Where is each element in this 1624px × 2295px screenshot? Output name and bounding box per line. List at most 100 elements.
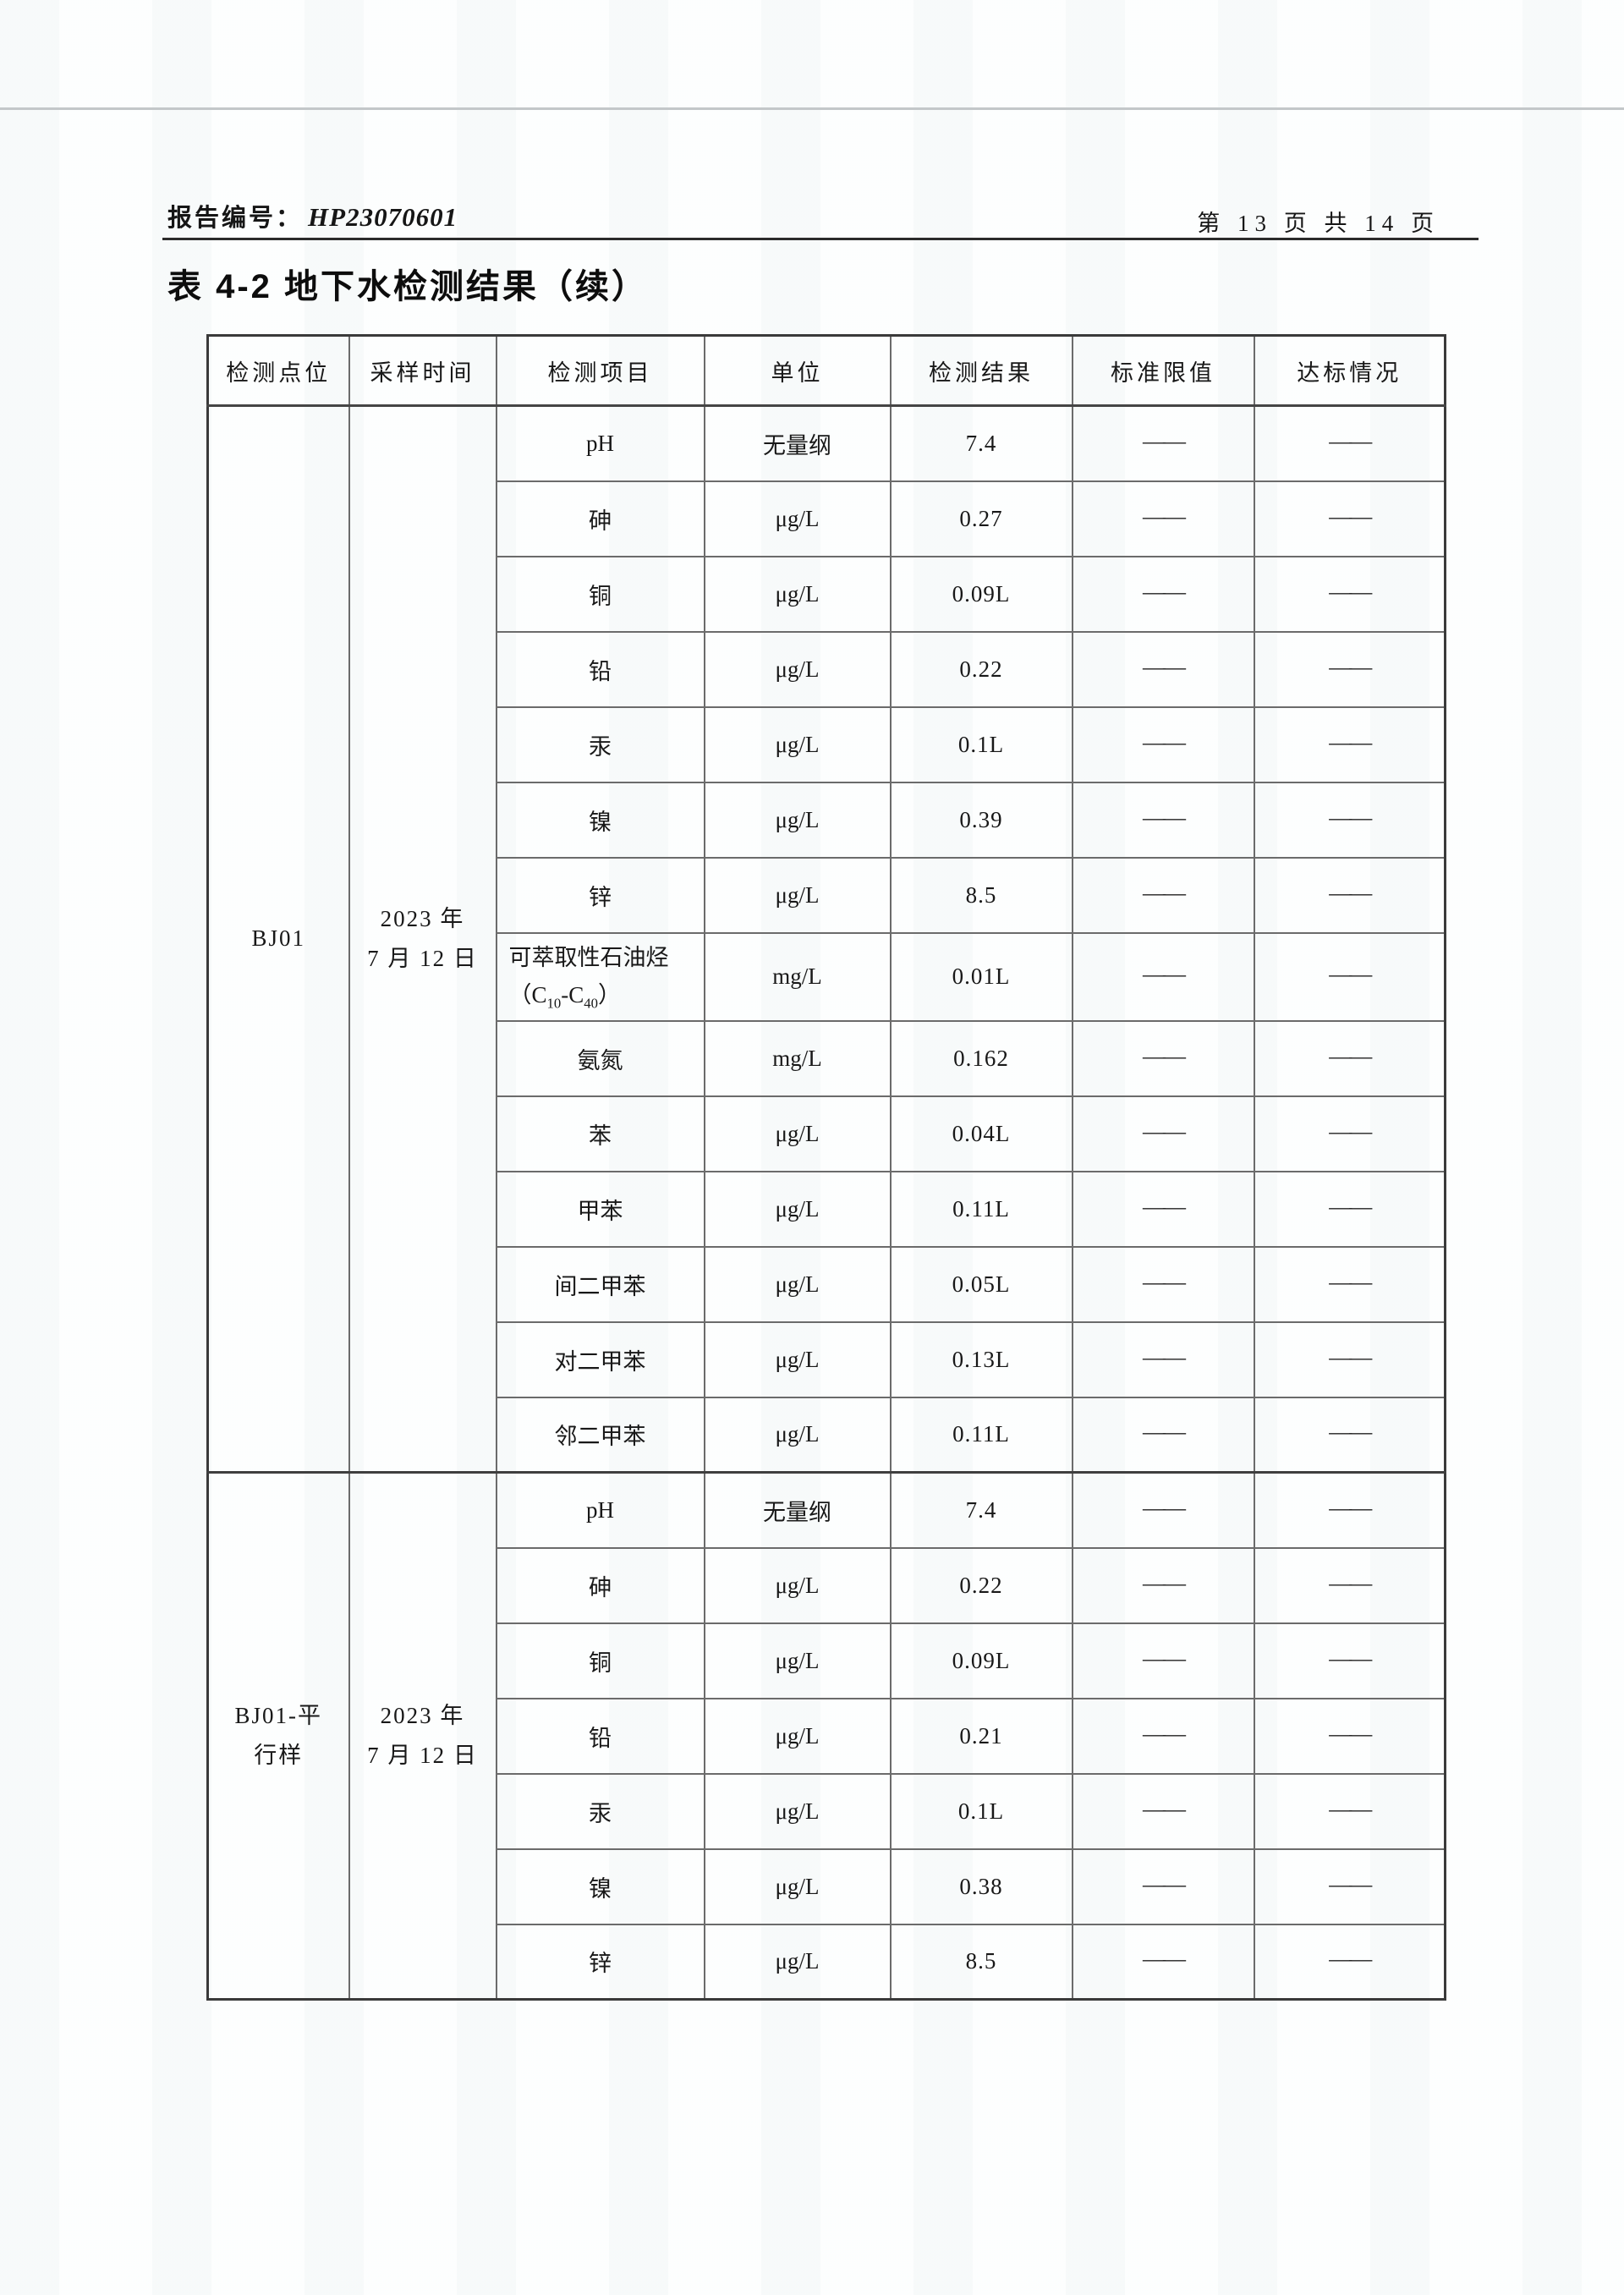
status-cell: —— — [1253, 931, 1446, 1022]
limit-dash: —— — [1143, 1644, 1186, 1671]
column-header: 检测项目 — [495, 334, 705, 407]
item-cell: 砷 — [495, 480, 705, 557]
status-cell: —— — [1253, 1245, 1446, 1323]
status-dash: —— — [1329, 1569, 1372, 1595]
unit-cell: mg/L — [703, 931, 892, 1022]
result-cell: 0.21 — [889, 1697, 1073, 1775]
report-number-label: 报告编号： — [167, 205, 304, 232]
unit-cell: μg/L — [703, 1546, 892, 1624]
unit-cell: μg/L — [703, 1396, 892, 1474]
status-cell: —— — [1253, 480, 1446, 557]
unit-cell: μg/L — [703, 1923, 892, 2001]
status-cell: —— — [1253, 1923, 1446, 2001]
result-cell: 0.162 — [889, 1019, 1073, 1097]
result-cell: 0.22 — [889, 1546, 1073, 1624]
table-row: 锌 μg/L 8.5 —— —— — [208, 856, 1446, 934]
status-dash: —— — [1329, 1419, 1372, 1445]
column-header: 达标情况 — [1253, 334, 1446, 407]
status-dash: —— — [1329, 1343, 1372, 1370]
status-dash: —— — [1329, 804, 1372, 830]
table-row: 锌 μg/L 8.5 —— —— — [208, 1923, 1446, 2001]
item-cell: pH — [495, 404, 705, 482]
unit-cell: μg/L — [703, 1697, 892, 1775]
status-cell: —— — [1253, 1095, 1446, 1172]
status-dash: —— — [1329, 653, 1372, 679]
status-cell: —— — [1253, 1396, 1446, 1474]
item-cell: 间二甲苯 — [495, 1245, 705, 1323]
report-number-value: HP23070601 — [308, 202, 458, 232]
unit-cell: μg/L — [703, 706, 892, 783]
status-cell: —— — [1253, 706, 1446, 783]
item-cell: 邻二甲苯 — [495, 1396, 705, 1474]
limit-cell: —— — [1071, 1923, 1255, 2001]
limit-dash: —— — [1143, 1946, 1186, 1972]
item-cell: 铅 — [495, 630, 705, 708]
result-cell: 0.22 — [889, 630, 1073, 708]
limit-cell: —— — [1071, 630, 1255, 708]
status-cell: —— — [1253, 1622, 1446, 1699]
unit-cell: μg/L — [703, 1170, 892, 1248]
limit-dash: —— — [1143, 1870, 1186, 1897]
unit-cell: 无量纲 — [703, 1471, 892, 1549]
column-header: 标准限值 — [1071, 334, 1255, 407]
status-cell: —— — [1253, 1772, 1446, 1850]
table-title: 表 4-2 地下水检测结果（续） — [167, 268, 649, 305]
result-cell: 0.1L — [889, 1772, 1073, 1850]
table-row: 间二甲苯 μg/L 0.05L —— —— — [208, 1245, 1446, 1323]
result-cell: 0.09L — [889, 555, 1073, 633]
status-cell: —— — [1253, 1697, 1446, 1775]
status-dash: —— — [1329, 1494, 1372, 1520]
unit-cell: μg/L — [703, 1772, 892, 1850]
item-cell: 锌 — [495, 1923, 705, 2001]
unit-cell: 无量纲 — [703, 404, 892, 482]
unit-cell: μg/L — [703, 1245, 892, 1323]
item-cell: 镍 — [495, 781, 705, 859]
item-cell: 苯 — [495, 1095, 705, 1172]
limit-dash: —— — [1143, 1343, 1186, 1370]
table-row: 氨氮 mg/L 0.162 —— —— — [208, 1019, 1446, 1097]
result-cell: 0.38 — [889, 1848, 1073, 1925]
limit-cell: —— — [1071, 1095, 1255, 1172]
limit-cell: —— — [1071, 1245, 1255, 1323]
result-cell: 0.01L — [889, 931, 1073, 1022]
status-cell: —— — [1253, 1546, 1446, 1624]
item-cell: 可萃取性石油烃（C10-C40） — [495, 931, 705, 1022]
limit-cell: —— — [1071, 781, 1255, 859]
unit-cell: μg/L — [703, 1848, 892, 1925]
limit-dash: —— — [1143, 728, 1186, 755]
status-cell: —— — [1253, 630, 1446, 708]
status-cell: —— — [1253, 781, 1446, 859]
status-dash: —— — [1329, 1946, 1372, 1972]
status-dash: —— — [1329, 961, 1372, 986]
limit-dash: —— — [1143, 1494, 1186, 1520]
item-cell: 氨氮 — [495, 1019, 705, 1097]
unit-cell: μg/L — [703, 1095, 892, 1172]
status-cell: —— — [1253, 1471, 1446, 1549]
limit-cell: —— — [1071, 1320, 1255, 1398]
result-cell: 0.1L — [889, 706, 1073, 783]
limit-cell: —— — [1071, 1396, 1255, 1474]
limit-cell: —— — [1071, 1622, 1255, 1699]
table-row: 镍 μg/L 0.39 —— —— — [208, 781, 1446, 859]
limit-dash: —— — [1143, 961, 1186, 986]
result-cell: 0.11L — [889, 1170, 1073, 1248]
item-cell: 镍 — [495, 1848, 705, 1925]
table-row: 邻二甲苯 μg/L 0.11L —— —— — [208, 1396, 1446, 1474]
status-dash: —— — [1329, 1117, 1372, 1144]
limit-cell: —— — [1071, 404, 1255, 482]
table-row: 铜 μg/L 0.09L —— —— — [208, 1622, 1446, 1699]
limit-dash: —— — [1143, 1569, 1186, 1595]
status-cell: —— — [1253, 1848, 1446, 1925]
table-row: 铅 μg/L 0.21 —— —— — [208, 1697, 1446, 1775]
table-row: 可萃取性石油烃（C10-C40） mg/L 0.01L —— —— — [208, 931, 1446, 1022]
limit-dash: —— — [1143, 1795, 1186, 1821]
item-cell: 对二甲苯 — [495, 1320, 705, 1398]
limit-dash: —— — [1143, 879, 1186, 905]
status-cell: —— — [1253, 1170, 1446, 1248]
column-header: 检测点位 — [206, 334, 350, 407]
limit-cell: —— — [1071, 1697, 1255, 1775]
limit-dash: —— — [1143, 427, 1186, 453]
status-dash: —— — [1329, 1720, 1372, 1746]
table-header-row: 检测点位 采样时间 检测项目 单位 检测结果 标准限值 达标情况 — [206, 334, 1446, 407]
